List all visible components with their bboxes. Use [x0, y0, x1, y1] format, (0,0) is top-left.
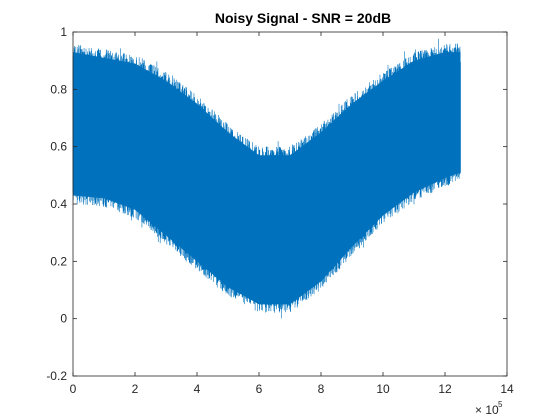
x-tick-label: 10	[376, 382, 390, 396]
y-tick-label: 1	[60, 25, 67, 39]
x-multiplier-base: × 10	[475, 403, 499, 417]
chart-title: Noisy Signal - SNR = 20dB	[215, 10, 391, 26]
y-tick-label: 0	[60, 312, 67, 326]
x-tick-label: 8	[318, 382, 325, 396]
x-tick-label: 2	[132, 382, 139, 396]
x-tick-label: 0	[70, 382, 77, 396]
x-tick-label: 4	[194, 382, 201, 396]
y-tick-label: 0.8	[50, 82, 67, 96]
x-tick-label: 6	[256, 382, 263, 396]
y-tick-label: -0.2	[46, 369, 67, 383]
y-axis: -0.2 0 0.2 0.4 0.6 0.8 1	[46, 25, 507, 383]
x-multiplier-exponent: 5	[498, 400, 503, 409]
y-tick-label: 0.6	[50, 140, 67, 154]
y-tick-label: 0.4	[50, 197, 67, 211]
x-tick-label: 12	[438, 382, 452, 396]
x-axis: 0 2 4 6 8 10 12 14	[70, 32, 514, 396]
x-tick-label: 14	[500, 382, 514, 396]
y-tick-label: 0.2	[50, 254, 67, 268]
